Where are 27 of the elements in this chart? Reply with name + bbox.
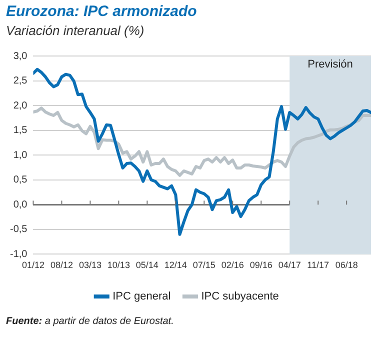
x-tick-label: 07/15: [192, 260, 216, 270]
x-tick-label: 05/14: [136, 260, 158, 270]
x-tick-label: 03/13: [78, 260, 102, 270]
x-tick-label: 08/12: [50, 260, 73, 270]
y-tick-label: 1,0: [13, 150, 28, 161]
x-tick-label: 01/12: [22, 260, 44, 270]
y-tick-label: 3,0: [13, 50, 28, 62]
legend-label: IPC general: [112, 290, 171, 303]
band-label: Previsión: [308, 58, 353, 71]
legend-label: IPC subyacente: [201, 290, 279, 303]
x-tick-label: 10/13: [107, 260, 130, 270]
y-tick-label: -1,0: [10, 248, 28, 260]
x-tick-label: 09/16: [250, 260, 272, 270]
y-tick-label: 0,5: [13, 174, 28, 186]
y-tick-label: 1,5: [13, 125, 28, 136]
x-tick-label: 06/18: [335, 260, 358, 270]
y-tick-label: 0,0: [13, 199, 28, 210]
y-tick-label: -0,5: [10, 224, 28, 236]
x-tick-label: 04/17: [278, 260, 301, 270]
x-tick-label: 12/14: [164, 260, 187, 270]
chart-subtitle: Variación interanual (%): [6, 23, 144, 38]
source-note: Fuente: a partir de datos de Eurostat.: [6, 316, 174, 327]
x-tick-label: 02/16: [221, 260, 244, 270]
x-tick-label: 11/17: [307, 260, 330, 270]
y-tick-label: 2,0: [13, 100, 28, 112]
chart-title: Eurozona: IPC armonizado: [6, 3, 197, 20]
y-tick-label: 2,5: [13, 76, 28, 87]
